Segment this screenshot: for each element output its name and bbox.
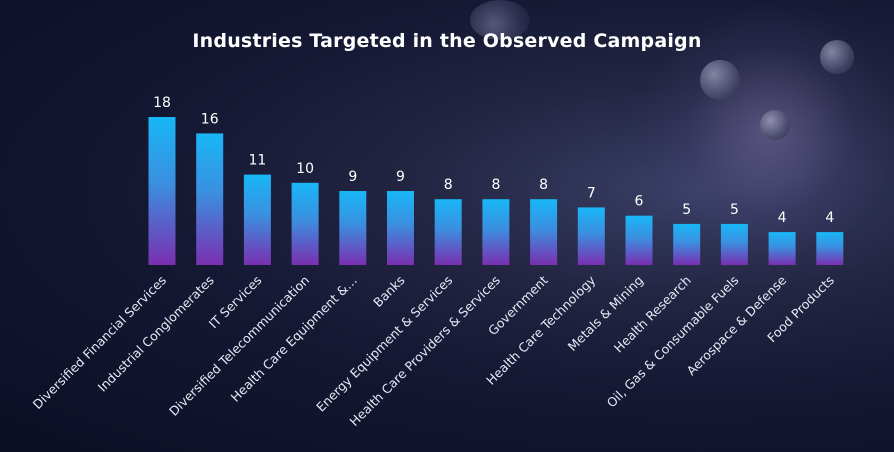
value-label-14: 4 bbox=[825, 210, 834, 226]
background-orb bbox=[700, 60, 740, 100]
bar-4 bbox=[339, 191, 367, 265]
background-orb bbox=[760, 110, 790, 140]
bar-1 bbox=[196, 133, 224, 265]
value-label-11: 5 bbox=[682, 202, 691, 218]
value-label-5: 9 bbox=[396, 169, 405, 185]
bar-9 bbox=[577, 207, 605, 265]
bar-11 bbox=[673, 223, 701, 265]
bar-13 bbox=[768, 232, 796, 265]
bar-6 bbox=[434, 199, 462, 265]
category-label-5: Banks bbox=[370, 273, 407, 310]
bar-2 bbox=[243, 174, 271, 265]
chart-title: Industries Targeted in the Observed Camp… bbox=[192, 30, 702, 52]
value-label-0: 18 bbox=[153, 95, 171, 111]
value-label-9: 7 bbox=[587, 185, 596, 201]
value-label-10: 6 bbox=[635, 194, 644, 210]
value-label-12: 5 bbox=[730, 202, 739, 218]
bar-3 bbox=[291, 182, 319, 265]
bar-7 bbox=[482, 199, 510, 265]
value-label-6: 8 bbox=[444, 177, 453, 193]
value-label-7: 8 bbox=[491, 177, 500, 193]
value-label-3: 10 bbox=[296, 161, 314, 177]
value-label-2: 11 bbox=[248, 153, 266, 169]
bar-8 bbox=[530, 199, 558, 265]
value-label-13: 4 bbox=[778, 210, 787, 226]
background-orb bbox=[820, 40, 854, 74]
bar-14 bbox=[816, 232, 844, 265]
value-label-4: 9 bbox=[348, 169, 357, 185]
bar-12 bbox=[720, 223, 748, 265]
value-label-1: 16 bbox=[201, 111, 219, 127]
bar-0 bbox=[148, 117, 176, 265]
background-orb bbox=[470, 0, 530, 40]
value-label-8: 8 bbox=[539, 177, 548, 193]
bar-10 bbox=[625, 215, 653, 265]
bar-5 bbox=[387, 191, 414, 265]
